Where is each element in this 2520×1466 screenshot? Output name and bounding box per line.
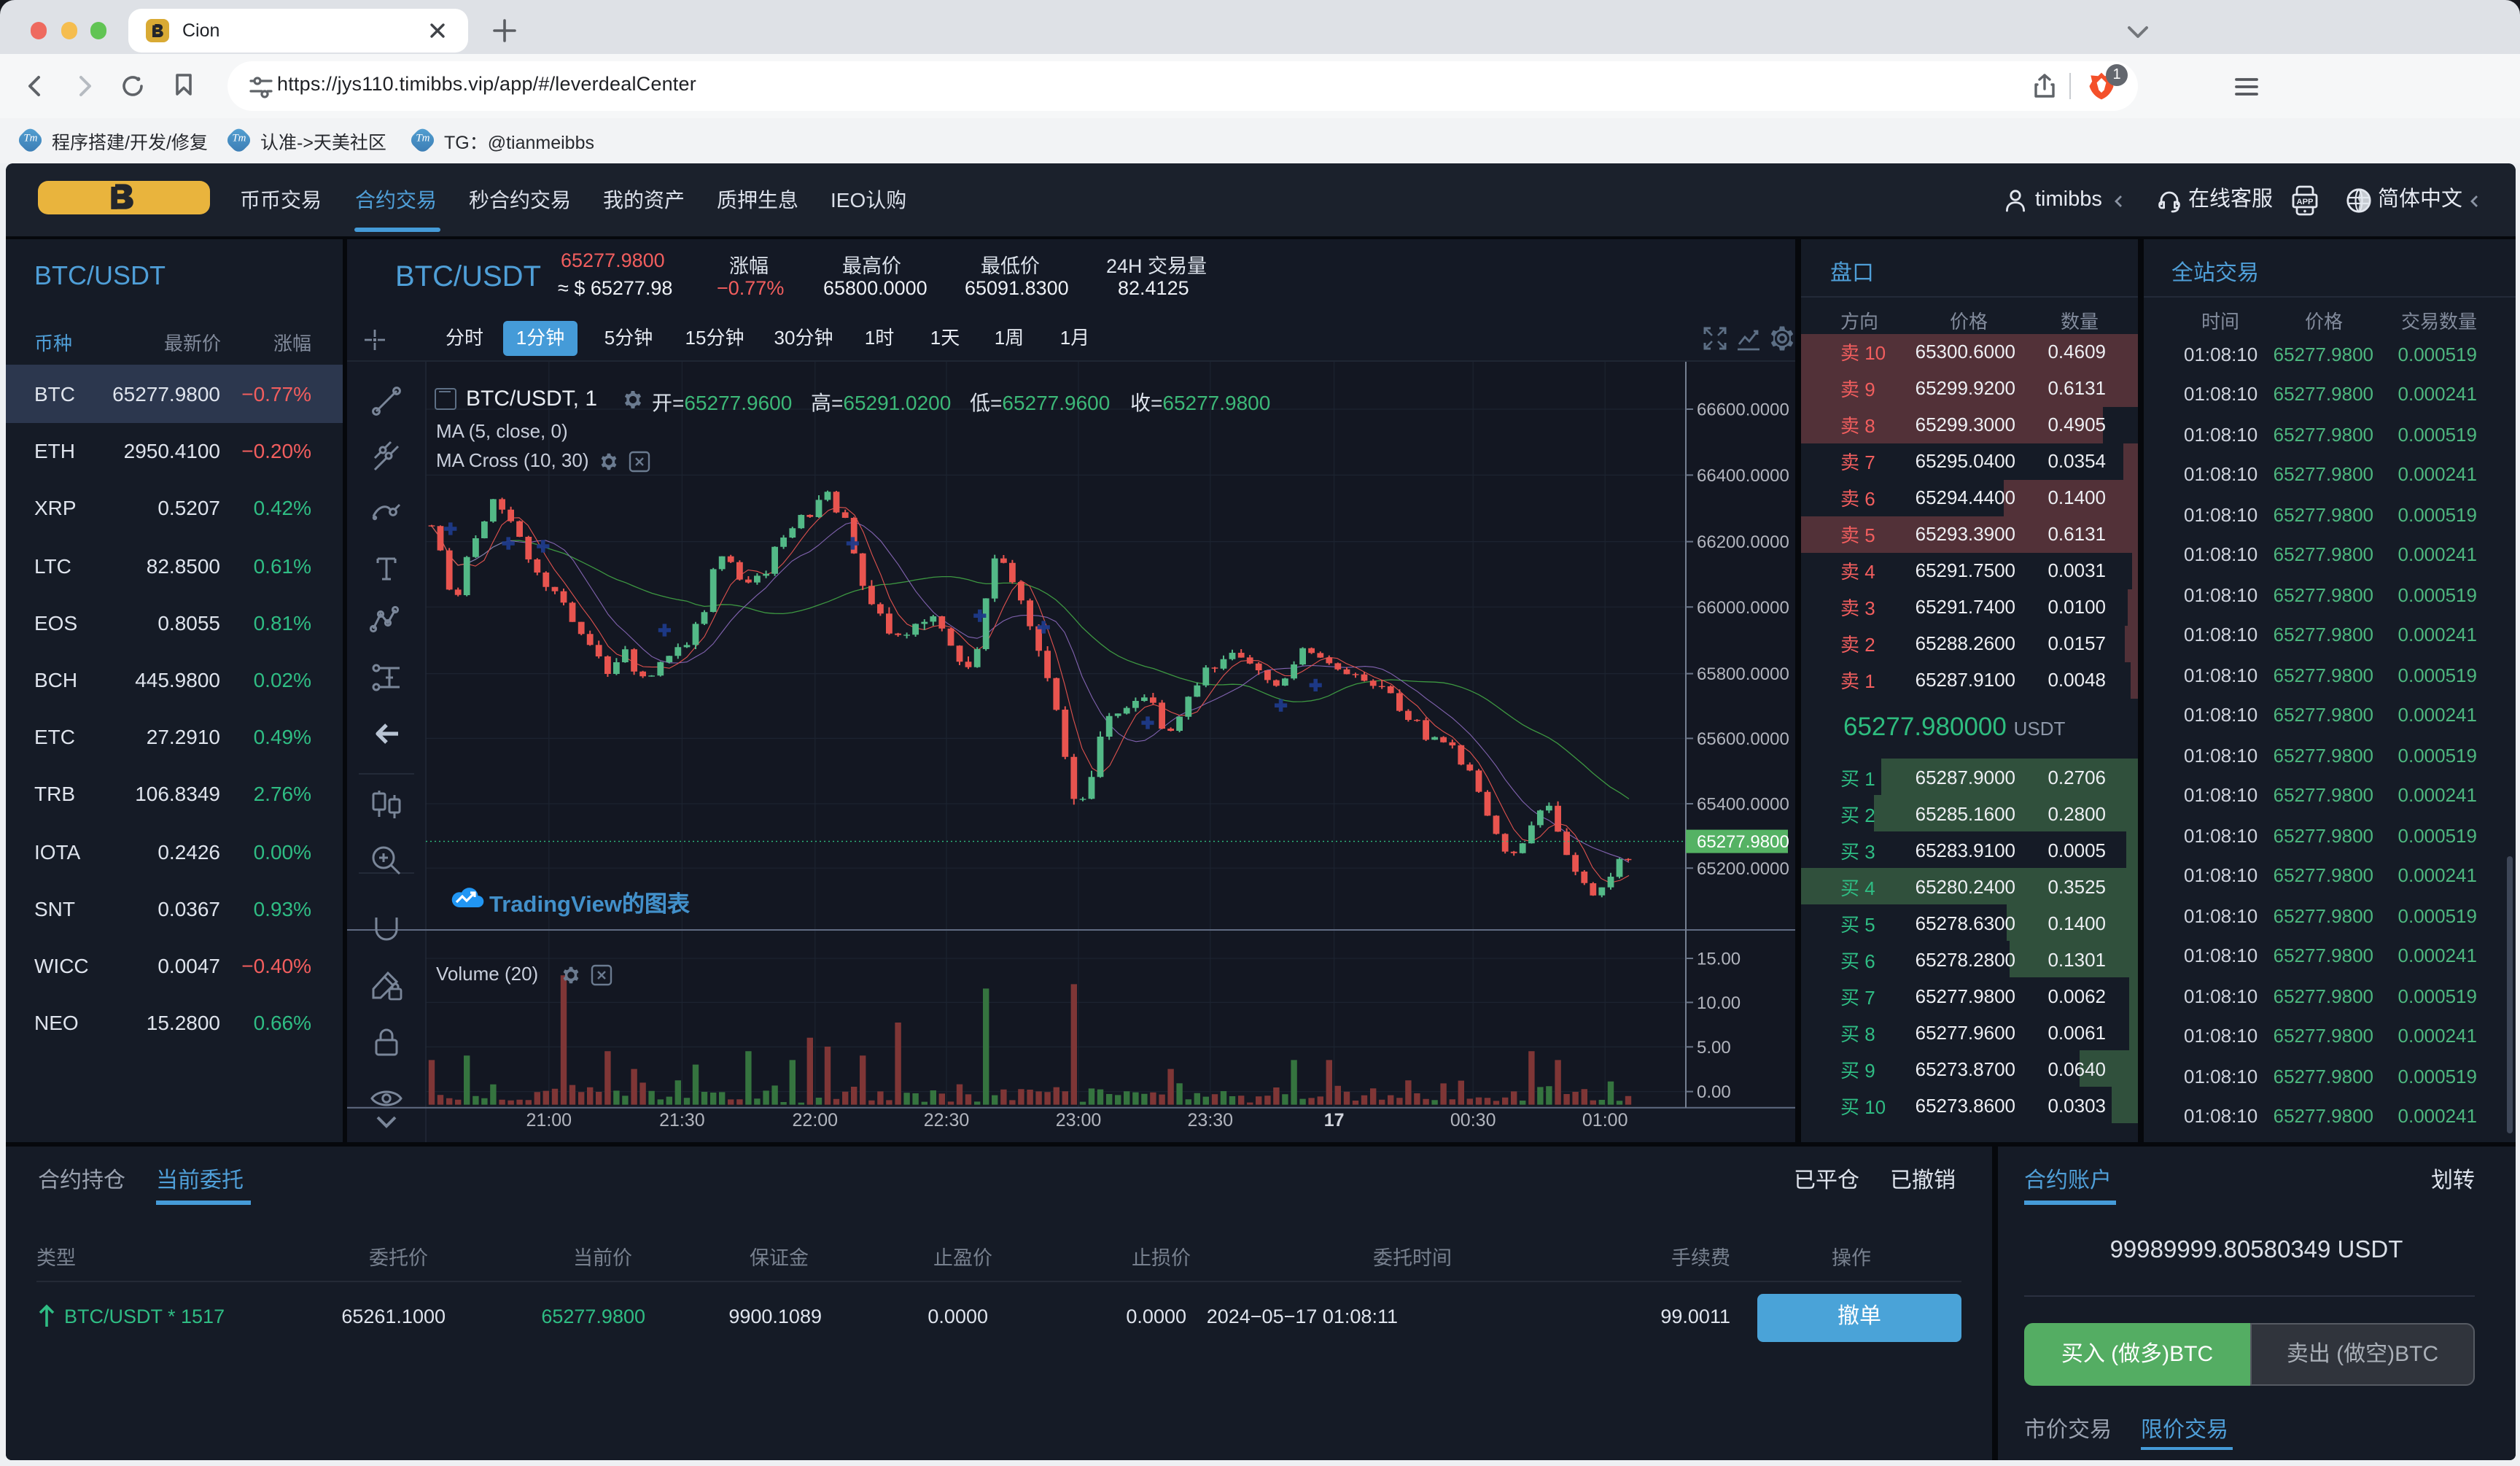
svg-text:65277.9800: 65277.9800 xyxy=(1696,831,1789,851)
svg-text:APP: APP xyxy=(2295,197,2313,206)
svg-text:23:30: 23:30 xyxy=(1187,1109,1233,1130)
svg-text:66600.0000: 66600.0000 xyxy=(1696,400,1789,419)
svg-text:66400.0000: 66400.0000 xyxy=(1696,465,1789,485)
svg-text:01:00: 01:00 xyxy=(1582,1109,1628,1130)
svg-text:65800.0000: 65800.0000 xyxy=(1696,664,1789,683)
svg-text:66200.0000: 66200.0000 xyxy=(1696,532,1789,551)
svg-text:10.00: 10.00 xyxy=(1696,993,1740,1012)
svg-text:65600.0000: 65600.0000 xyxy=(1696,729,1789,748)
svg-text:5.00: 5.00 xyxy=(1696,1037,1730,1057)
svg-text:23:00: 23:00 xyxy=(1055,1109,1101,1130)
svg-text:22:30: 22:30 xyxy=(923,1109,969,1130)
svg-text:66000.0000: 66000.0000 xyxy=(1696,597,1789,617)
svg-text:21:30: 21:30 xyxy=(658,1109,704,1130)
svg-text:00:30: 00:30 xyxy=(1450,1109,1496,1130)
svg-text:65200.0000: 65200.0000 xyxy=(1696,858,1789,878)
svg-text:15.00: 15.00 xyxy=(1696,949,1740,969)
svg-text:17: 17 xyxy=(1323,1109,1344,1130)
svg-text:65400.0000: 65400.0000 xyxy=(1696,794,1789,814)
svg-text:0.00: 0.00 xyxy=(1696,1082,1730,1101)
svg-text:21:00: 21:00 xyxy=(526,1109,572,1130)
svg-text:22:00: 22:00 xyxy=(792,1109,838,1130)
